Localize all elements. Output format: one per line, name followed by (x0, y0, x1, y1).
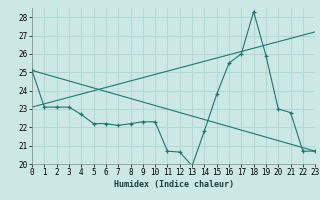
X-axis label: Humidex (Indice chaleur): Humidex (Indice chaleur) (114, 180, 234, 189)
